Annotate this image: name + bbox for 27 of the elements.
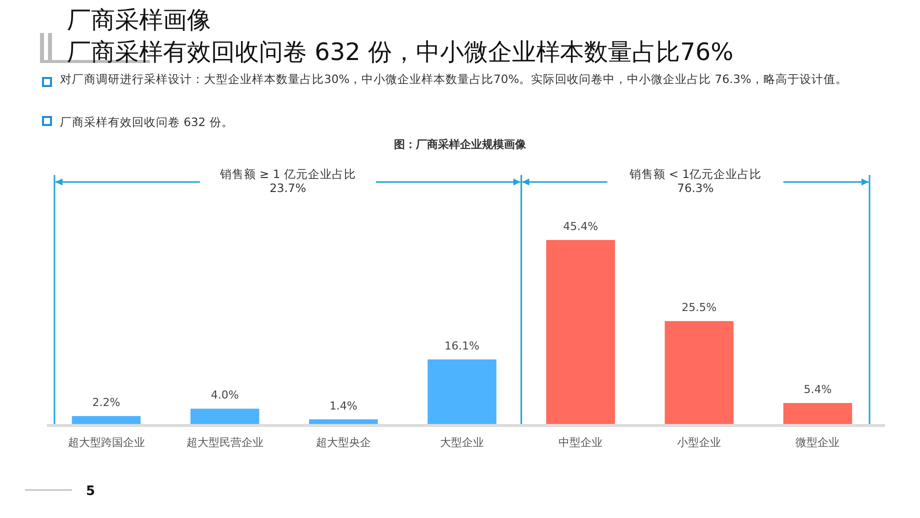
bar — [783, 402, 852, 425]
chart-title: 厂商采样画像 — [67, 6, 211, 34]
data-label: 16.1% — [444, 339, 480, 352]
x-tick-label: 超大型民营企业 — [186, 436, 264, 449]
x-tick-label: 超大型跨国企业 — [68, 436, 145, 449]
data-label: 1.4% — [329, 399, 358, 412]
bar — [190, 408, 260, 425]
x-tick-label: 超大型央企 — [316, 436, 371, 449]
text: 对厂商调研进行采样设计：大型企业样本数量占比30%，中小微企业样本数量占比70%。实际回收问卷中，中小微企业占比 76.3%，略高于设计值。 — [60, 72, 848, 86]
data-label: 25.5% — [682, 301, 717, 314]
x-tick-label: 大型企业 — [440, 436, 484, 449]
text: 销售额 < 1亿元企业占比 76.3% — [628, 167, 762, 195]
text: 图：厂商采样企业规模画像 — [394, 138, 527, 151]
data-label: 2.2% — [92, 396, 120, 410]
data-label: 4.0% — [210, 388, 239, 402]
x-tick-label: 小型企业 — [677, 436, 722, 449]
bar — [664, 321, 734, 425]
text: 厂商采样有效回收问卷 632 份。 — [60, 115, 234, 129]
bar — [546, 240, 615, 425]
chart-subtitle: 厂商采样有效回收问卷 632 份，中小微企业样本数量占比76% — [67, 38, 734, 66]
text: 销售额 ≥ 1 亿元企业占比 23.7% — [218, 167, 356, 195]
bar — [428, 359, 496, 425]
data-label: 5.4% — [804, 382, 832, 396]
x-tick-label: 微型企业 — [796, 436, 840, 449]
data-label: 45.4% — [563, 220, 598, 233]
text: 5 — [86, 484, 96, 499]
x-tick-label: 中型企业 — [558, 436, 603, 449]
